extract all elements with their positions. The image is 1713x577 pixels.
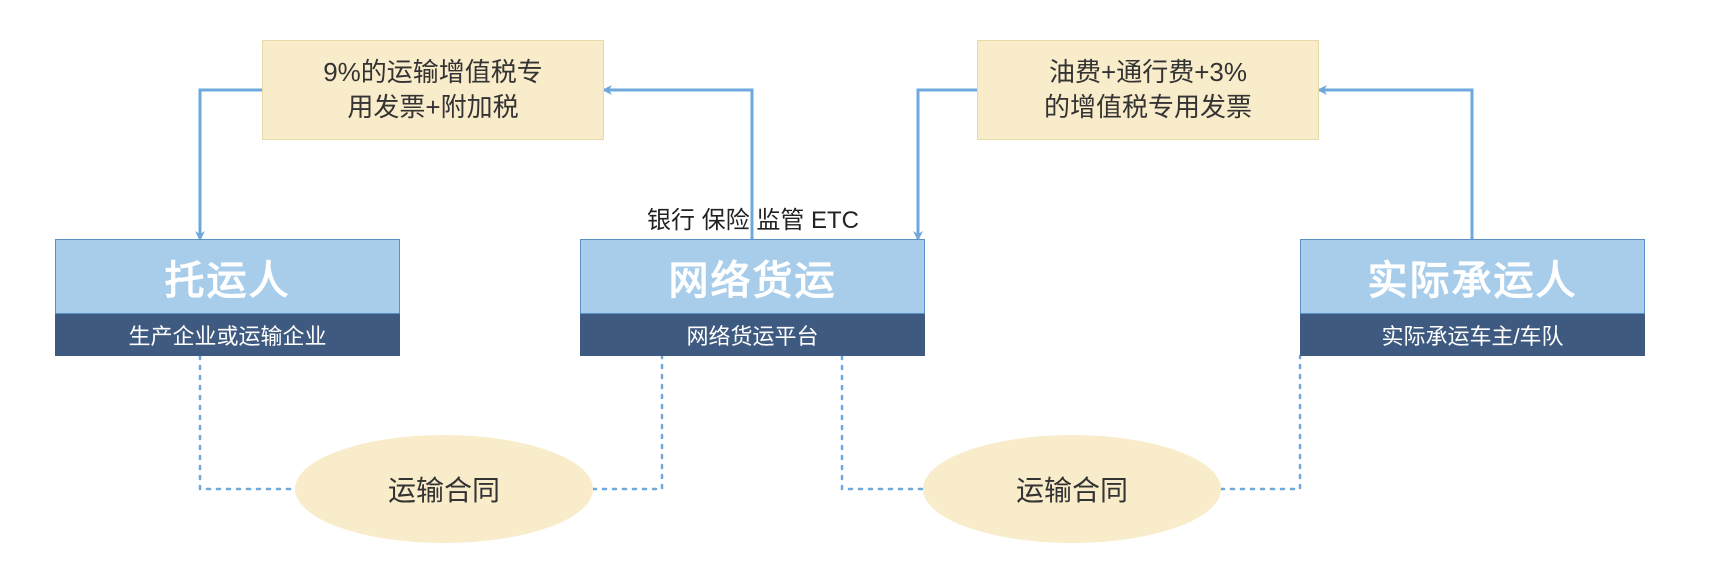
entity-shipper-title: 托运人 bbox=[55, 239, 400, 314]
arrow-a4 bbox=[1319, 90, 1472, 239]
dotted-d3 bbox=[842, 356, 923, 489]
entity-platform-title: 网络货运 bbox=[580, 239, 925, 314]
note-text: 油费+通行费+3%的增值税专用发票 bbox=[1044, 55, 1252, 125]
ellipse-contract-left: 运输合同 bbox=[295, 435, 593, 543]
entity-subtitle-text: 实际承运车主/车队 bbox=[1381, 319, 1563, 351]
note-invoice-3pct: 油费+通行费+3%的增值税专用发票 bbox=[977, 40, 1319, 140]
dotted-d2 bbox=[593, 356, 662, 489]
entity-carrier-title: 实际承运人 bbox=[1300, 239, 1645, 314]
ellipse-text: 运输合同 bbox=[1016, 469, 1128, 509]
entity-shipper-subtitle: 生产企业或运输企业 bbox=[55, 314, 400, 356]
platform-caption: 银行 保险 监管 ETC bbox=[647, 200, 859, 235]
arrow-a3 bbox=[918, 90, 977, 239]
ellipse-text: 运输合同 bbox=[388, 469, 500, 509]
dotted-d1 bbox=[200, 356, 295, 489]
entity-title-text: 托运人 bbox=[165, 248, 291, 306]
entity-title-text: 实际承运人 bbox=[1368, 248, 1578, 306]
entity-subtitle-text: 网络货运平台 bbox=[686, 319, 818, 351]
entity-shipper: 托运人 生产企业或运输企业 bbox=[55, 239, 400, 356]
entity-carrier: 实际承运人 实际承运车主/车队 bbox=[1300, 239, 1645, 356]
entity-platform-subtitle: 网络货运平台 bbox=[580, 314, 925, 356]
entity-carrier-subtitle: 实际承运车主/车队 bbox=[1300, 314, 1645, 356]
caption-text: 银行 保险 监管 ETC bbox=[647, 207, 859, 234]
note-text: 9%的运输增值税专用发票+附加税 bbox=[323, 55, 543, 125]
note-invoice-9pct: 9%的运输增值税专用发票+附加税 bbox=[262, 40, 604, 140]
arrow-a1 bbox=[200, 90, 262, 239]
entity-platform: 网络货运 网络货运平台 bbox=[580, 239, 925, 356]
ellipse-contract-right: 运输合同 bbox=[923, 435, 1221, 543]
entity-subtitle-text: 生产企业或运输企业 bbox=[128, 319, 326, 351]
dotted-d4 bbox=[1221, 356, 1300, 489]
entity-title-text: 网络货运 bbox=[669, 248, 837, 306]
